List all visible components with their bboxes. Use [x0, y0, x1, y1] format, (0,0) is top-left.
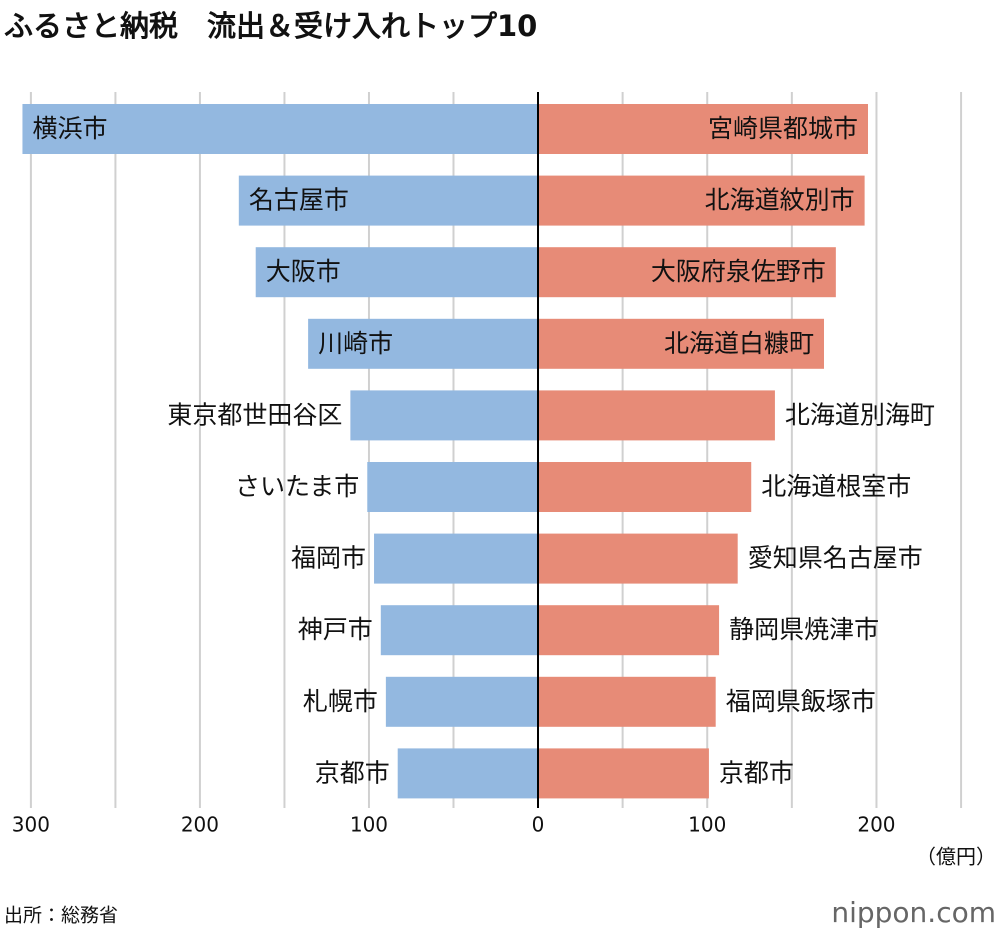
bar-label: 京都市	[315, 758, 390, 787]
bar-label: さいたま市	[235, 472, 359, 501]
bar	[374, 533, 538, 584]
bar-label: 静岡県焼津市	[729, 615, 879, 644]
x-tick-label: 0	[532, 813, 545, 837]
bar	[350, 390, 538, 441]
bar-label: 札幌市	[303, 687, 378, 716]
bar	[538, 318, 824, 369]
bar-label: 愛知県名古屋市	[748, 544, 923, 573]
bar-label: 東京都世田谷区	[167, 400, 342, 429]
bar	[538, 104, 868, 154]
x-tick-label: 200	[857, 813, 895, 837]
unit-label: （億円）	[916, 845, 996, 869]
bar	[538, 247, 836, 298]
bar	[380, 605, 538, 656]
bar-label: 宮崎県都城市	[708, 114, 858, 143]
bar	[367, 462, 538, 512]
bar	[538, 748, 709, 799]
bar-label: 名古屋市	[249, 186, 349, 215]
bar-label: 大阪市	[266, 257, 341, 286]
bar	[385, 676, 538, 727]
bar-label: 北海道白糠町	[664, 329, 814, 358]
bar	[255, 247, 538, 298]
bar	[308, 318, 538, 369]
bar	[538, 676, 716, 727]
bar-label: 川崎市	[318, 329, 393, 358]
bar-label: 北海道紋別市	[705, 186, 855, 215]
bar-label: 神戸市	[298, 615, 373, 644]
x-tick-label: 300	[12, 813, 50, 837]
bar	[22, 104, 539, 154]
chart-title: ふるさと納税 流出＆受け入れトップ10	[4, 9, 537, 43]
bar	[538, 462, 752, 512]
bar-label: 大阪府泉佐野市	[651, 257, 826, 286]
bar	[238, 175, 538, 226]
bar-label: 福岡県飯塚市	[726, 687, 876, 716]
bar	[538, 605, 720, 656]
bar	[538, 533, 738, 584]
bar-label: 横浜市	[32, 114, 107, 143]
x-tick-label: 100	[688, 813, 726, 837]
bar	[538, 175, 865, 226]
bar-label: 福岡市	[291, 544, 366, 573]
bar-label: 京都市	[719, 758, 794, 787]
x-tick-label: 100	[350, 813, 388, 837]
bar-label: 北海道根室市	[761, 472, 911, 501]
logo: nippon.com	[831, 896, 996, 929]
bar	[397, 748, 538, 799]
x-tick-label: 200	[181, 813, 219, 837]
bar	[538, 390, 775, 441]
bar-label: 北海道別海町	[785, 400, 935, 429]
source: 出所：総務省	[4, 905, 118, 927]
